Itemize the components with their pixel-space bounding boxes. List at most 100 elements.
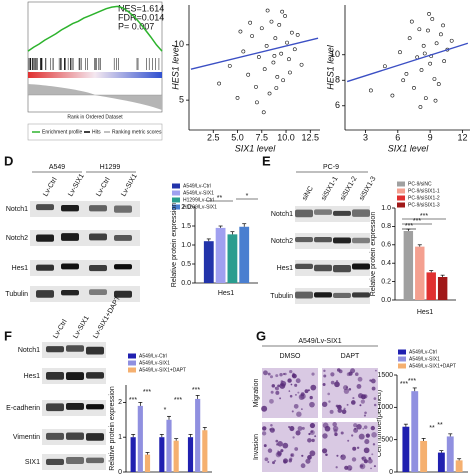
point (227, 63, 232, 68)
cell (325, 453, 328, 456)
cell (373, 403, 377, 407)
point (248, 20, 253, 25)
blot-band (89, 289, 107, 296)
bar (130, 437, 136, 472)
point (430, 17, 435, 21)
legend-swatch (172, 197, 180, 203)
y-axis-label: Relative protein expression (171, 203, 178, 288)
protein-label: Hes1 (12, 265, 28, 272)
x-tick-label: 5.0 (231, 132, 244, 142)
lane-label: Lv-Ctrl (42, 176, 59, 198)
point (292, 47, 297, 52)
cell (270, 423, 273, 427)
cell (346, 403, 349, 406)
y-tick-label: 0.2 (381, 278, 391, 285)
blot-band (114, 290, 132, 298)
point (418, 105, 423, 109)
protein-label: SIX1 (25, 459, 40, 466)
blot-band (86, 372, 104, 379)
y-tick-label: 0.8 (381, 223, 391, 230)
cell (311, 372, 315, 376)
row-label: Invasion (253, 434, 260, 460)
blot-band (295, 263, 313, 270)
blot-band (333, 292, 351, 299)
cell (356, 424, 362, 430)
blot-band (114, 264, 132, 270)
point (273, 36, 278, 41)
bar (203, 241, 214, 283)
bar (187, 437, 194, 472)
gsea-legend: Enrichment profile (42, 129, 83, 135)
blot-strip (295, 233, 370, 249)
legend-label: A549/Lv-SIX1+DAPT (139, 367, 186, 373)
gsea-legend-box (27, 123, 163, 141)
legend-label: PC-9/siSIX1-2 (408, 195, 440, 201)
bar (144, 454, 151, 472)
cell (375, 369, 377, 372)
blot-band (295, 291, 313, 299)
cell (365, 433, 370, 438)
point (281, 78, 286, 83)
cell (274, 387, 277, 389)
cell (280, 380, 287, 387)
legend-swatch (397, 195, 405, 201)
cell (340, 431, 344, 435)
y-tick-label: 5 (179, 95, 184, 105)
cell (277, 384, 280, 388)
blot-strip (295, 288, 370, 304)
point (422, 51, 427, 56)
column-label: DAPT (341, 353, 360, 360)
significance: *** (405, 223, 413, 230)
cell (261, 405, 268, 412)
cell (301, 426, 305, 430)
point (398, 50, 402, 55)
point (417, 27, 422, 32)
point (256, 55, 261, 59)
cell (373, 465, 376, 468)
group-label: PC-9 (323, 164, 339, 171)
lane-label: Lv-SIX1 (120, 173, 139, 198)
cell (336, 454, 339, 457)
blot-strip (30, 201, 140, 217)
x-axis-label: SIX1 level (235, 143, 277, 153)
blot-band (61, 205, 79, 212)
significance: * (246, 193, 249, 200)
legend-label: PC-9/siNC (408, 181, 432, 187)
point (426, 28, 430, 33)
y-axis-label: Relative protein expression (370, 212, 377, 297)
y-tick-label: 0 (389, 469, 393, 474)
cell (272, 461, 275, 465)
point (279, 51, 284, 56)
cell (345, 386, 349, 389)
y-tick-label: 0.6 (381, 242, 391, 249)
nes-text: NES=1.614 (118, 3, 164, 13)
blot-band (352, 237, 370, 244)
cell (335, 379, 339, 383)
bar (215, 227, 226, 283)
cell (297, 426, 303, 431)
legend-label: PC-9/siSIX1-3 (408, 202, 440, 208)
micrograph (322, 422, 378, 472)
y-tick-label: 6 (335, 100, 340, 110)
blot-band (61, 290, 79, 296)
cell (333, 429, 338, 433)
blot-band (295, 209, 313, 218)
cell (371, 453, 374, 456)
point (382, 64, 387, 69)
cell (321, 401, 328, 408)
cell (307, 438, 312, 443)
protein-label: Notch2 (271, 238, 293, 245)
bar (446, 436, 454, 472)
y-tick-label: 1.0 (381, 205, 391, 212)
cell (294, 447, 299, 451)
cell (343, 407, 346, 410)
legend-label: H1299/Lv-Ctrl (183, 197, 214, 203)
cell (309, 401, 315, 408)
enrichment-line (27, 5, 163, 52)
protein-label: Hes1 (277, 265, 293, 272)
cell (262, 426, 267, 431)
cell (363, 459, 368, 464)
blot-strip (30, 260, 140, 276)
cell (301, 408, 303, 411)
blot-band (333, 237, 351, 244)
